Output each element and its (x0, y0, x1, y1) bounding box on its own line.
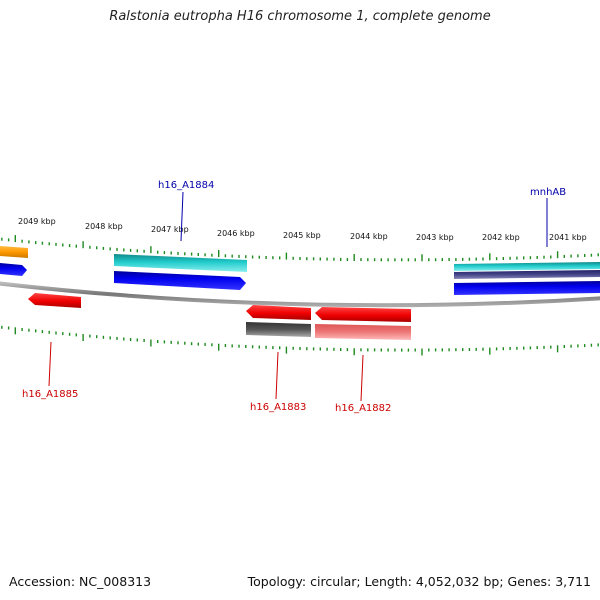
gene-feature-dark-mnhab[interactable] (454, 270, 600, 279)
tick-label-2049kbp: 2049 kbp (18, 217, 56, 226)
label-leaders (48, 191, 548, 402)
map-title: Ralstonia eutropha H16 chromosome 1, com… (109, 9, 491, 24)
accession-text: Accession: NC_008313 (9, 574, 152, 589)
tick-marks-inner (1, 325, 599, 356)
tick-label-2046kbp: 2046 kbp (217, 229, 255, 238)
leader-h16-a1884 (180, 191, 184, 242)
tick-label-2042kbp: 2042 kbp (482, 233, 520, 242)
tick-marks-outer (1, 235, 599, 262)
reverse-strand-features (28, 293, 411, 340)
leader-h16-a1883 (275, 351, 279, 400)
tick-label-2043kbp: 2043 kbp (416, 233, 454, 242)
tick-label-2045kbp: 2045 kbp (283, 231, 321, 240)
gene-label-h16-a1883[interactable]: h16_A1883 (250, 402, 306, 413)
gene-feature-blue-left[interactable] (0, 263, 27, 276)
tick-label-2048kbp: 2048 kbp (85, 222, 123, 231)
tick-label-2041kbp: 2041 kbp (549, 233, 587, 242)
gene-feature-gray-h16-a1883[interactable] (246, 322, 311, 337)
gene-label-h16-a1882[interactable]: h16_A1882 (335, 403, 391, 414)
genome-summary-text: Topology: circular; Length: 4,052,032 bp… (247, 574, 591, 589)
gene-label-mnhab[interactable]: mnhAB (530, 187, 566, 198)
forward-strand-features (0, 246, 600, 295)
tick-labels: 2049 kbp 2048 kbp 2047 kbp 2046 kbp 2045… (18, 217, 587, 242)
tick-label-2047kbp: 2047 kbp (151, 225, 189, 234)
gene-label-h16-a1884[interactable]: h16_A1884 (158, 180, 214, 191)
gene-feature-red-h16-a1882[interactable] (315, 307, 411, 322)
gene-label-h16-a1885[interactable]: h16_A1885 (22, 389, 78, 400)
leader-h16-a1885 (48, 341, 52, 387)
gene-feature-cyan-h16-a1884[interactable] (114, 254, 247, 272)
gene-feature-pink-h16-a1882[interactable] (315, 324, 411, 340)
gene-feature-red-h16-a1883[interactable] (246, 305, 311, 320)
leader-h16-a1882 (360, 354, 364, 402)
gene-feature-red-h16-a1885[interactable] (28, 293, 81, 308)
chromosome-backbone (0, 281, 600, 308)
gene-feature-blue-mnhab[interactable] (454, 281, 600, 295)
gene-feature-blue-h16-a1884[interactable] (114, 271, 246, 290)
gene-feature-cyan-mnhab[interactable] (454, 262, 600, 271)
tick-label-2044kbp: 2044 kbp (350, 232, 388, 241)
gene-feature-orange[interactable] (0, 246, 28, 258)
